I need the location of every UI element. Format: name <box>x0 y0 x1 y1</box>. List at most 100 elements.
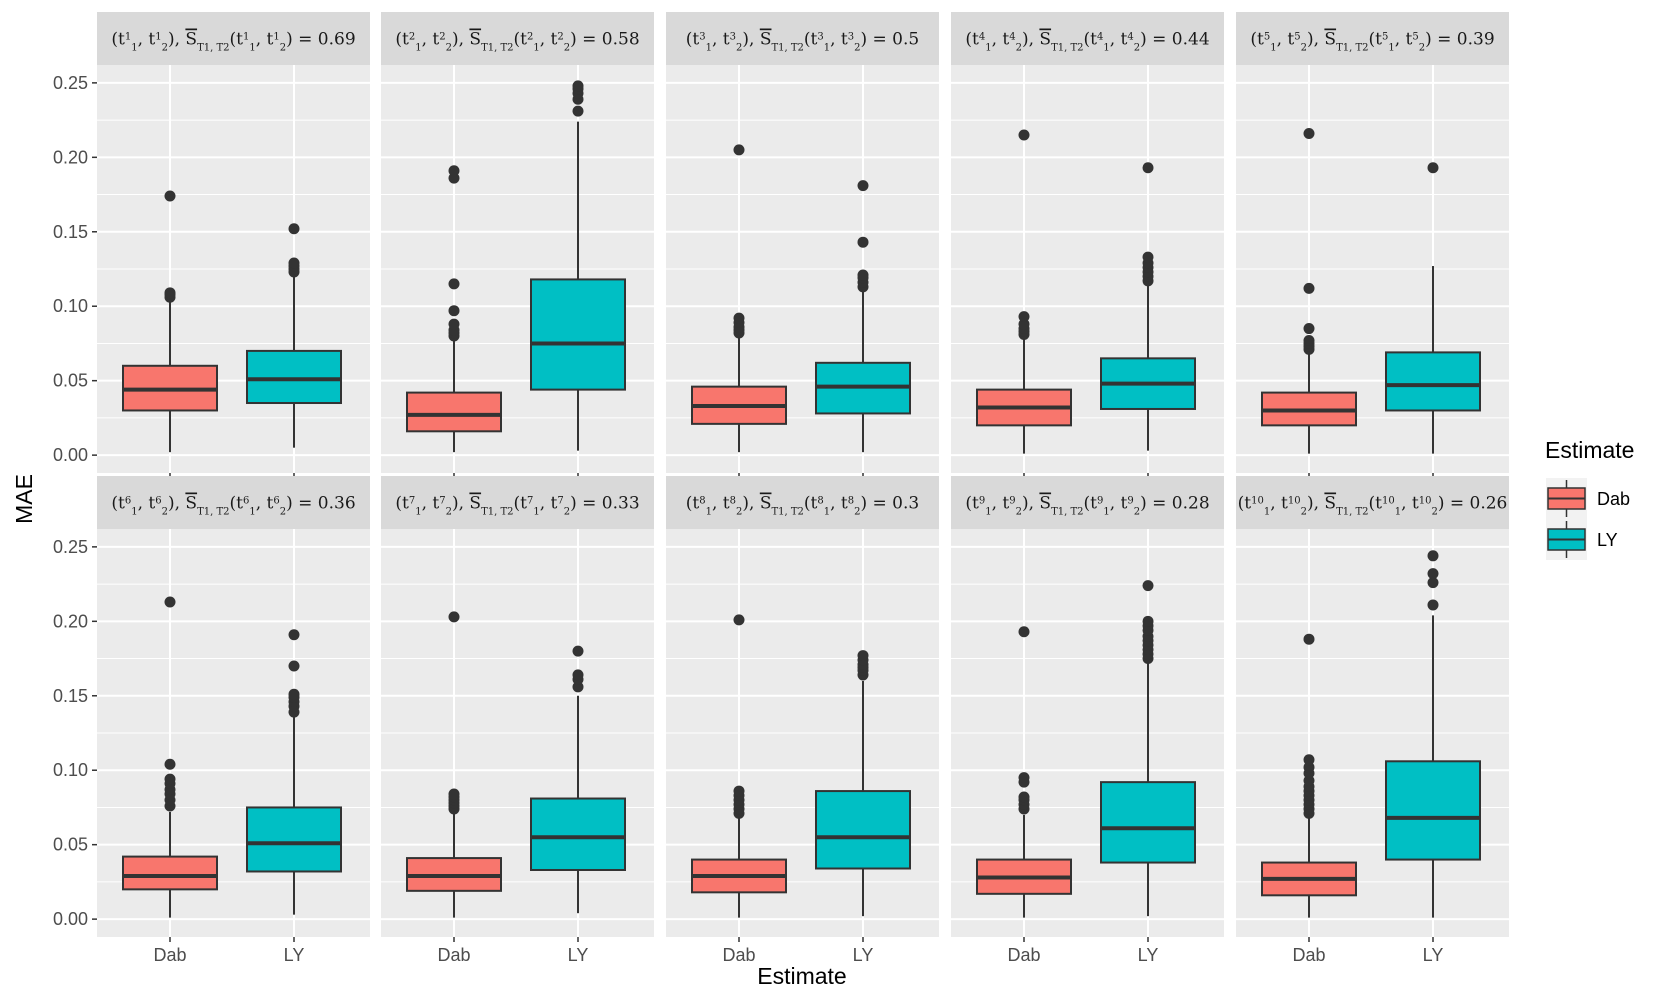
outlier-point <box>448 305 460 317</box>
strip-label: (t11, t12), ST1, T2(t11, t12) = 0.69 <box>111 30 355 54</box>
outlier-point <box>857 180 869 192</box>
facet-panel-1: (t11, t12), ST1, T2(t11, t12) = 0.69DabL… <box>97 12 370 501</box>
y-tick-label: 0.25 <box>53 537 88 557</box>
strip-label: (t101, t102), ST1, T2(t101, t102) = 0.26 <box>1238 494 1508 518</box>
outlier-point <box>857 269 869 281</box>
facet-panel-10: (t101, t102), ST1, T2(t101, t102) = 0.26… <box>1236 476 1509 965</box>
outlier-point <box>1427 577 1439 589</box>
y-tick-label: 0.25 <box>53 73 88 93</box>
iqr-box <box>122 855 218 891</box>
y-axis-title: MAE <box>11 474 37 524</box>
strip-label: (t71, t72), ST1, T2(t71, t72) = 0.33 <box>395 494 639 518</box>
strip-label: (t81, t82), ST1, T2(t81, t82) = 0.3 <box>686 494 919 518</box>
y-tick-label: 0.15 <box>53 222 88 242</box>
box-dab <box>691 144 787 453</box>
x-tick-label: Dab <box>1007 945 1040 965</box>
box-dab <box>1261 127 1357 454</box>
box-ly <box>1385 550 1481 918</box>
box-dab <box>406 165 502 453</box>
facet-panel-3: (t31, t32), ST1, T2(t31, t32) = 0.5DabLY <box>666 12 939 501</box>
x-tick-label: Dab <box>153 945 186 965</box>
y-tick-label: 0.20 <box>53 611 88 631</box>
outlier-point <box>1018 791 1030 803</box>
outlier-point <box>448 788 460 800</box>
box-ly <box>530 80 626 451</box>
outlier-point <box>164 287 176 299</box>
strip-background <box>1236 12 1509 65</box>
outlier-point <box>448 611 460 623</box>
iqr-box <box>406 391 502 433</box>
box-ly <box>1100 162 1196 451</box>
strip-label: (t91, t92), ST1, T2(t91, t92) = 0.28 <box>965 494 1209 518</box>
y-tick-label: 0.10 <box>53 760 88 780</box>
iqr-box <box>815 790 911 870</box>
box-ly <box>246 223 342 448</box>
box-dab <box>976 129 1072 454</box>
outlier-point <box>288 257 300 269</box>
outlier-point <box>572 645 584 657</box>
iqr-box <box>1385 760 1481 861</box>
facet-panel-6: (t61, t62), ST1, T2(t61, t62) = 0.36 Dab L… <box>97 476 370 965</box>
outlier-point <box>1427 599 1439 611</box>
iqr-box <box>1385 351 1481 412</box>
iqr-box <box>246 349 342 405</box>
outlier-point <box>1142 615 1154 627</box>
outlier-point <box>164 596 176 608</box>
facet-panel-4: (t41, t42), ST1, T2(t41, t42) = 0.44DabL… <box>951 12 1224 501</box>
outlier-point <box>1303 754 1315 766</box>
outlier-point <box>733 614 745 626</box>
outlier-point <box>288 223 300 235</box>
outlier-point <box>857 236 869 248</box>
outlier-point <box>288 688 300 700</box>
box-ly <box>815 650 911 917</box>
y-tick-label: 0.20 <box>53 147 88 167</box>
strip-background <box>97 476 370 529</box>
outlier-point <box>288 660 300 672</box>
outlier-point <box>1303 323 1315 335</box>
iqr-box <box>530 797 626 871</box>
outlier-point <box>1142 580 1154 592</box>
outlier-point <box>1303 334 1315 346</box>
y-tick-label: 0.05 <box>53 835 88 855</box>
legend-entry-ly: LY <box>1546 519 1618 560</box>
outlier-point <box>448 278 460 290</box>
outlier-point <box>1018 311 1030 323</box>
strip-background <box>666 476 939 529</box>
outlier-point <box>1303 633 1315 645</box>
strip-background <box>951 476 1224 529</box>
box-ly <box>530 645 626 914</box>
y-tick-label: 0.05 <box>53 371 88 391</box>
strip-background <box>666 12 939 65</box>
outlier-point <box>733 144 745 156</box>
y-tick-label: 0.00 <box>53 445 88 465</box>
iqr-box <box>1100 781 1196 864</box>
strip-background <box>381 476 654 529</box>
x-tick-label: LY <box>568 945 589 965</box>
box-dab <box>406 611 502 918</box>
box-ly <box>815 180 911 453</box>
outlier-point <box>448 318 460 330</box>
y-tick-label: 0.15 <box>53 686 88 706</box>
x-tick-label: Dab <box>437 945 470 965</box>
outlier-point <box>1303 127 1315 139</box>
x-tick-label: Dab <box>722 945 755 965</box>
box-dab <box>1261 633 1357 918</box>
y-axis-row-2: 0.00 0.05 0.10 0.15 0.20 0.25 <box>53 537 97 929</box>
outlier-point <box>1018 626 1030 638</box>
x-tick-label: LY <box>284 945 305 965</box>
outlier-point <box>1142 162 1154 174</box>
outlier-point <box>572 105 584 117</box>
outlier-point <box>1427 162 1439 174</box>
y-tick-label: 0.10 <box>53 296 88 316</box>
outlier-point <box>1018 772 1030 784</box>
outlier-point <box>1427 550 1439 562</box>
box-ly <box>246 629 342 915</box>
x-tick-label: LY <box>853 945 874 965</box>
strip-background <box>97 12 370 65</box>
strip-label: (t21, t22), ST1, T2(t21, t22) = 0.58 <box>395 30 639 54</box>
strip-label: (t51, t52), ST1, T2(t51, t52) = 0.39 <box>1250 30 1494 54</box>
facet-panel-8: (t81, t82), ST1, T2(t81, t82) = 0.3 Dab LY <box>666 476 939 965</box>
x-tick-label: LY <box>1423 945 1444 965</box>
facet-panel-9: (t91, t92), ST1, T2(t91, t92) = 0.28 Dab L… <box>951 476 1224 965</box>
